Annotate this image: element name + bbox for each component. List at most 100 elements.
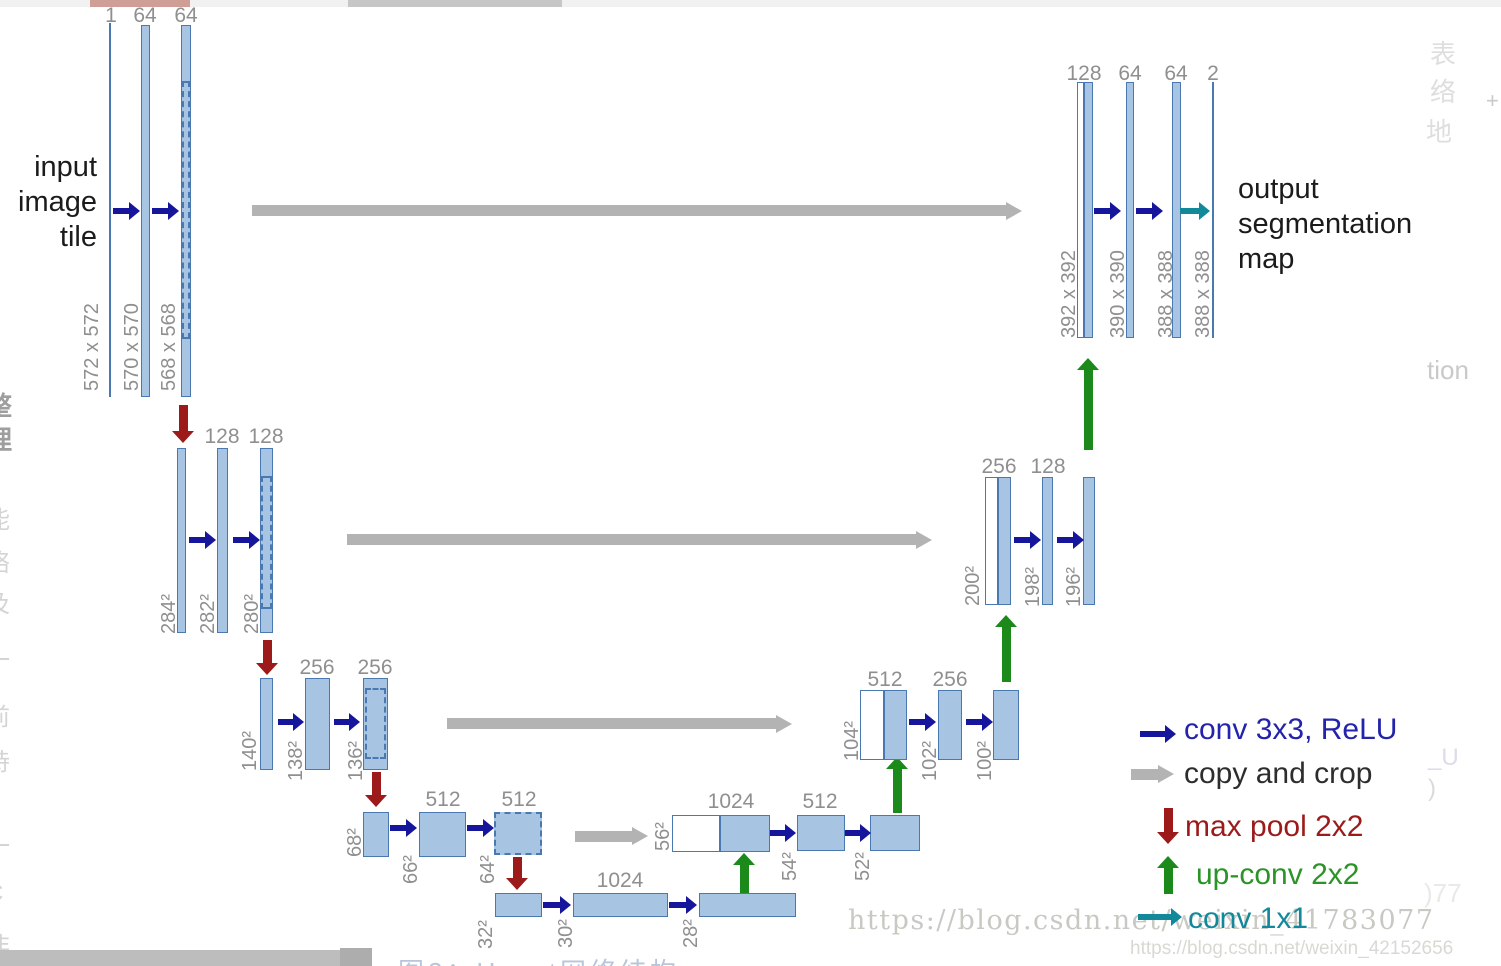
left-edge-glyph: 及	[0, 584, 10, 619]
size-d1-4: 388 x 388	[1192, 250, 1214, 338]
channels-d3-2: 256	[932, 668, 968, 691]
upconv-arrow-icon	[733, 853, 755, 893]
legend-maxpool-label: max pool 2x2	[1185, 810, 1364, 843]
watermark-fragment-77: )77	[1424, 878, 1462, 908]
feature-map-e4-conv2	[494, 812, 542, 855]
channels-bottom: 1024	[596, 869, 644, 892]
copy-crop-arrow-icon	[575, 827, 648, 845]
conv-arrow-icon	[543, 895, 571, 914]
feature-map-e2-conv1	[217, 448, 228, 633]
conv-arrow-icon	[1057, 530, 1084, 549]
watermark-cjk-2: 络	[1430, 77, 1457, 107]
maxpool-arrow-icon	[365, 772, 387, 807]
left-edge-glyph: 络	[0, 543, 10, 578]
conv-arrow-icon	[152, 201, 179, 220]
left-edge-glyph: 一	[0, 826, 10, 861]
size-e4-3: 64²	[477, 855, 499, 884]
conv-arrow-icon	[390, 818, 417, 837]
channels-d1-1: 128	[1066, 62, 1102, 85]
feature-map-d3-conv1	[938, 690, 962, 760]
watermark-cjk-1: 表	[1430, 39, 1457, 69]
channels-e1-2: 64	[133, 4, 157, 27]
size-e1-3: 568 x 568	[158, 303, 180, 391]
conv-arrow-icon	[467, 818, 494, 837]
conv-arrow-icon	[909, 712, 936, 731]
size-d4-2: 54²	[779, 852, 801, 881]
size-d4-3: 52²	[852, 852, 874, 881]
channels-d2-1: 256	[981, 455, 1017, 478]
left-edge-glyph: 前	[0, 697, 10, 732]
watermark-url-large: https://blog.csdn.net/weixin_41783077	[848, 905, 1435, 936]
size-e2-1: 284²	[158, 593, 180, 634]
conv-arrow-icon	[966, 712, 993, 731]
left-edge-glyph: 能	[0, 500, 10, 535]
conv-arrow-icon	[233, 530, 260, 549]
legend-conv-arrow-icon	[1140, 724, 1176, 743]
plus-mark: +	[1486, 88, 1499, 113]
legend-copy-crop-label: copy and crop	[1184, 757, 1373, 790]
conv-arrow-icon	[770, 823, 796, 842]
size-e3-2: 138²	[285, 740, 307, 781]
feature-map-d2-upconv	[998, 477, 1011, 605]
size-d1-1: 392 x 392	[1058, 250, 1080, 338]
channels-e1-1: 1	[105, 4, 117, 27]
left-edge-glyph: 持	[0, 742, 10, 777]
channels-d4-2: 512	[802, 790, 838, 813]
feature-map-d2-conv1	[1042, 477, 1053, 605]
conv-arrow-icon	[189, 530, 216, 549]
feature-map-e3-conv1	[305, 678, 330, 770]
size-e1-1: 572 x 572	[81, 303, 103, 391]
channels-e4-1: 512	[425, 788, 461, 811]
size-d2-2: 198²	[1022, 566, 1044, 607]
size-e2-2: 282²	[197, 593, 219, 634]
feature-map-d1-upconv	[1084, 82, 1093, 338]
size-d3-1: 104²	[841, 720, 863, 761]
size-e4-2: 66²	[400, 855, 422, 884]
conv-arrow-icon	[113, 201, 140, 220]
feature-map-d1-copied	[1077, 82, 1084, 338]
feature-map-d3-upconv	[884, 690, 907, 760]
feature-map-e1-input	[109, 23, 111, 397]
size-d2-3: 196²	[1063, 566, 1085, 607]
channels-e3-2: 256	[357, 656, 393, 679]
feature-map-output	[1212, 82, 1214, 338]
feature-map-d4-copied	[672, 815, 720, 852]
feature-map-e4-conv1	[419, 812, 466, 857]
channels-d1-4: 2	[1207, 62, 1219, 85]
conv-arrow-icon	[1094, 201, 1121, 220]
maxpool-arrow-icon	[506, 857, 528, 890]
channels-d4-1: 1024	[707, 790, 755, 813]
feature-map-e1-conv2	[181, 25, 191, 397]
watermark-tion: tion	[1427, 355, 1469, 385]
size-d2-1: 200²	[962, 565, 984, 606]
channels-e1-3: 64	[174, 4, 198, 27]
channels-e3-1: 256	[299, 656, 335, 679]
feature-map-d4-upconv	[720, 815, 770, 852]
conv1x1-arrow-icon	[1180, 200, 1210, 221]
input-image-tile-label: input image tile	[18, 151, 97, 253]
feature-map-d3-copied	[860, 690, 884, 760]
crop-region-e1	[182, 81, 190, 339]
size-b-2: 30²	[555, 919, 577, 948]
watermark-url-small: https://blog.csdn.net/weixin_42152656	[1130, 938, 1454, 959]
feature-map-e1-conv1	[141, 25, 150, 397]
left-edge-glyph: 非	[0, 926, 10, 961]
size-e2-3: 280²	[241, 593, 263, 634]
channels-d3-1: 512	[867, 668, 903, 691]
copy-crop-arrow-icon	[252, 201, 1022, 220]
feature-map-b-conv2	[699, 893, 796, 917]
left-edge-glyph: 整	[0, 386, 12, 423]
legend-conv1x1-arrow-icon	[1138, 906, 1182, 927]
feature-map-e3-pool	[260, 678, 273, 770]
upconv-arrow-icon	[886, 757, 908, 813]
watermark-cjk-3: 地	[1426, 117, 1453, 147]
conv-arrow-icon	[669, 895, 697, 914]
top-strip-gray	[348, 0, 562, 7]
feature-map-b-pool	[495, 893, 542, 917]
crop-region-e2	[261, 476, 272, 609]
feature-map-e3-conv2	[363, 678, 388, 770]
upconv-arrow-icon	[1077, 358, 1099, 450]
legend-upconv-label: up-conv 2x2	[1196, 858, 1360, 891]
bottom-left-bar	[0, 950, 372, 966]
